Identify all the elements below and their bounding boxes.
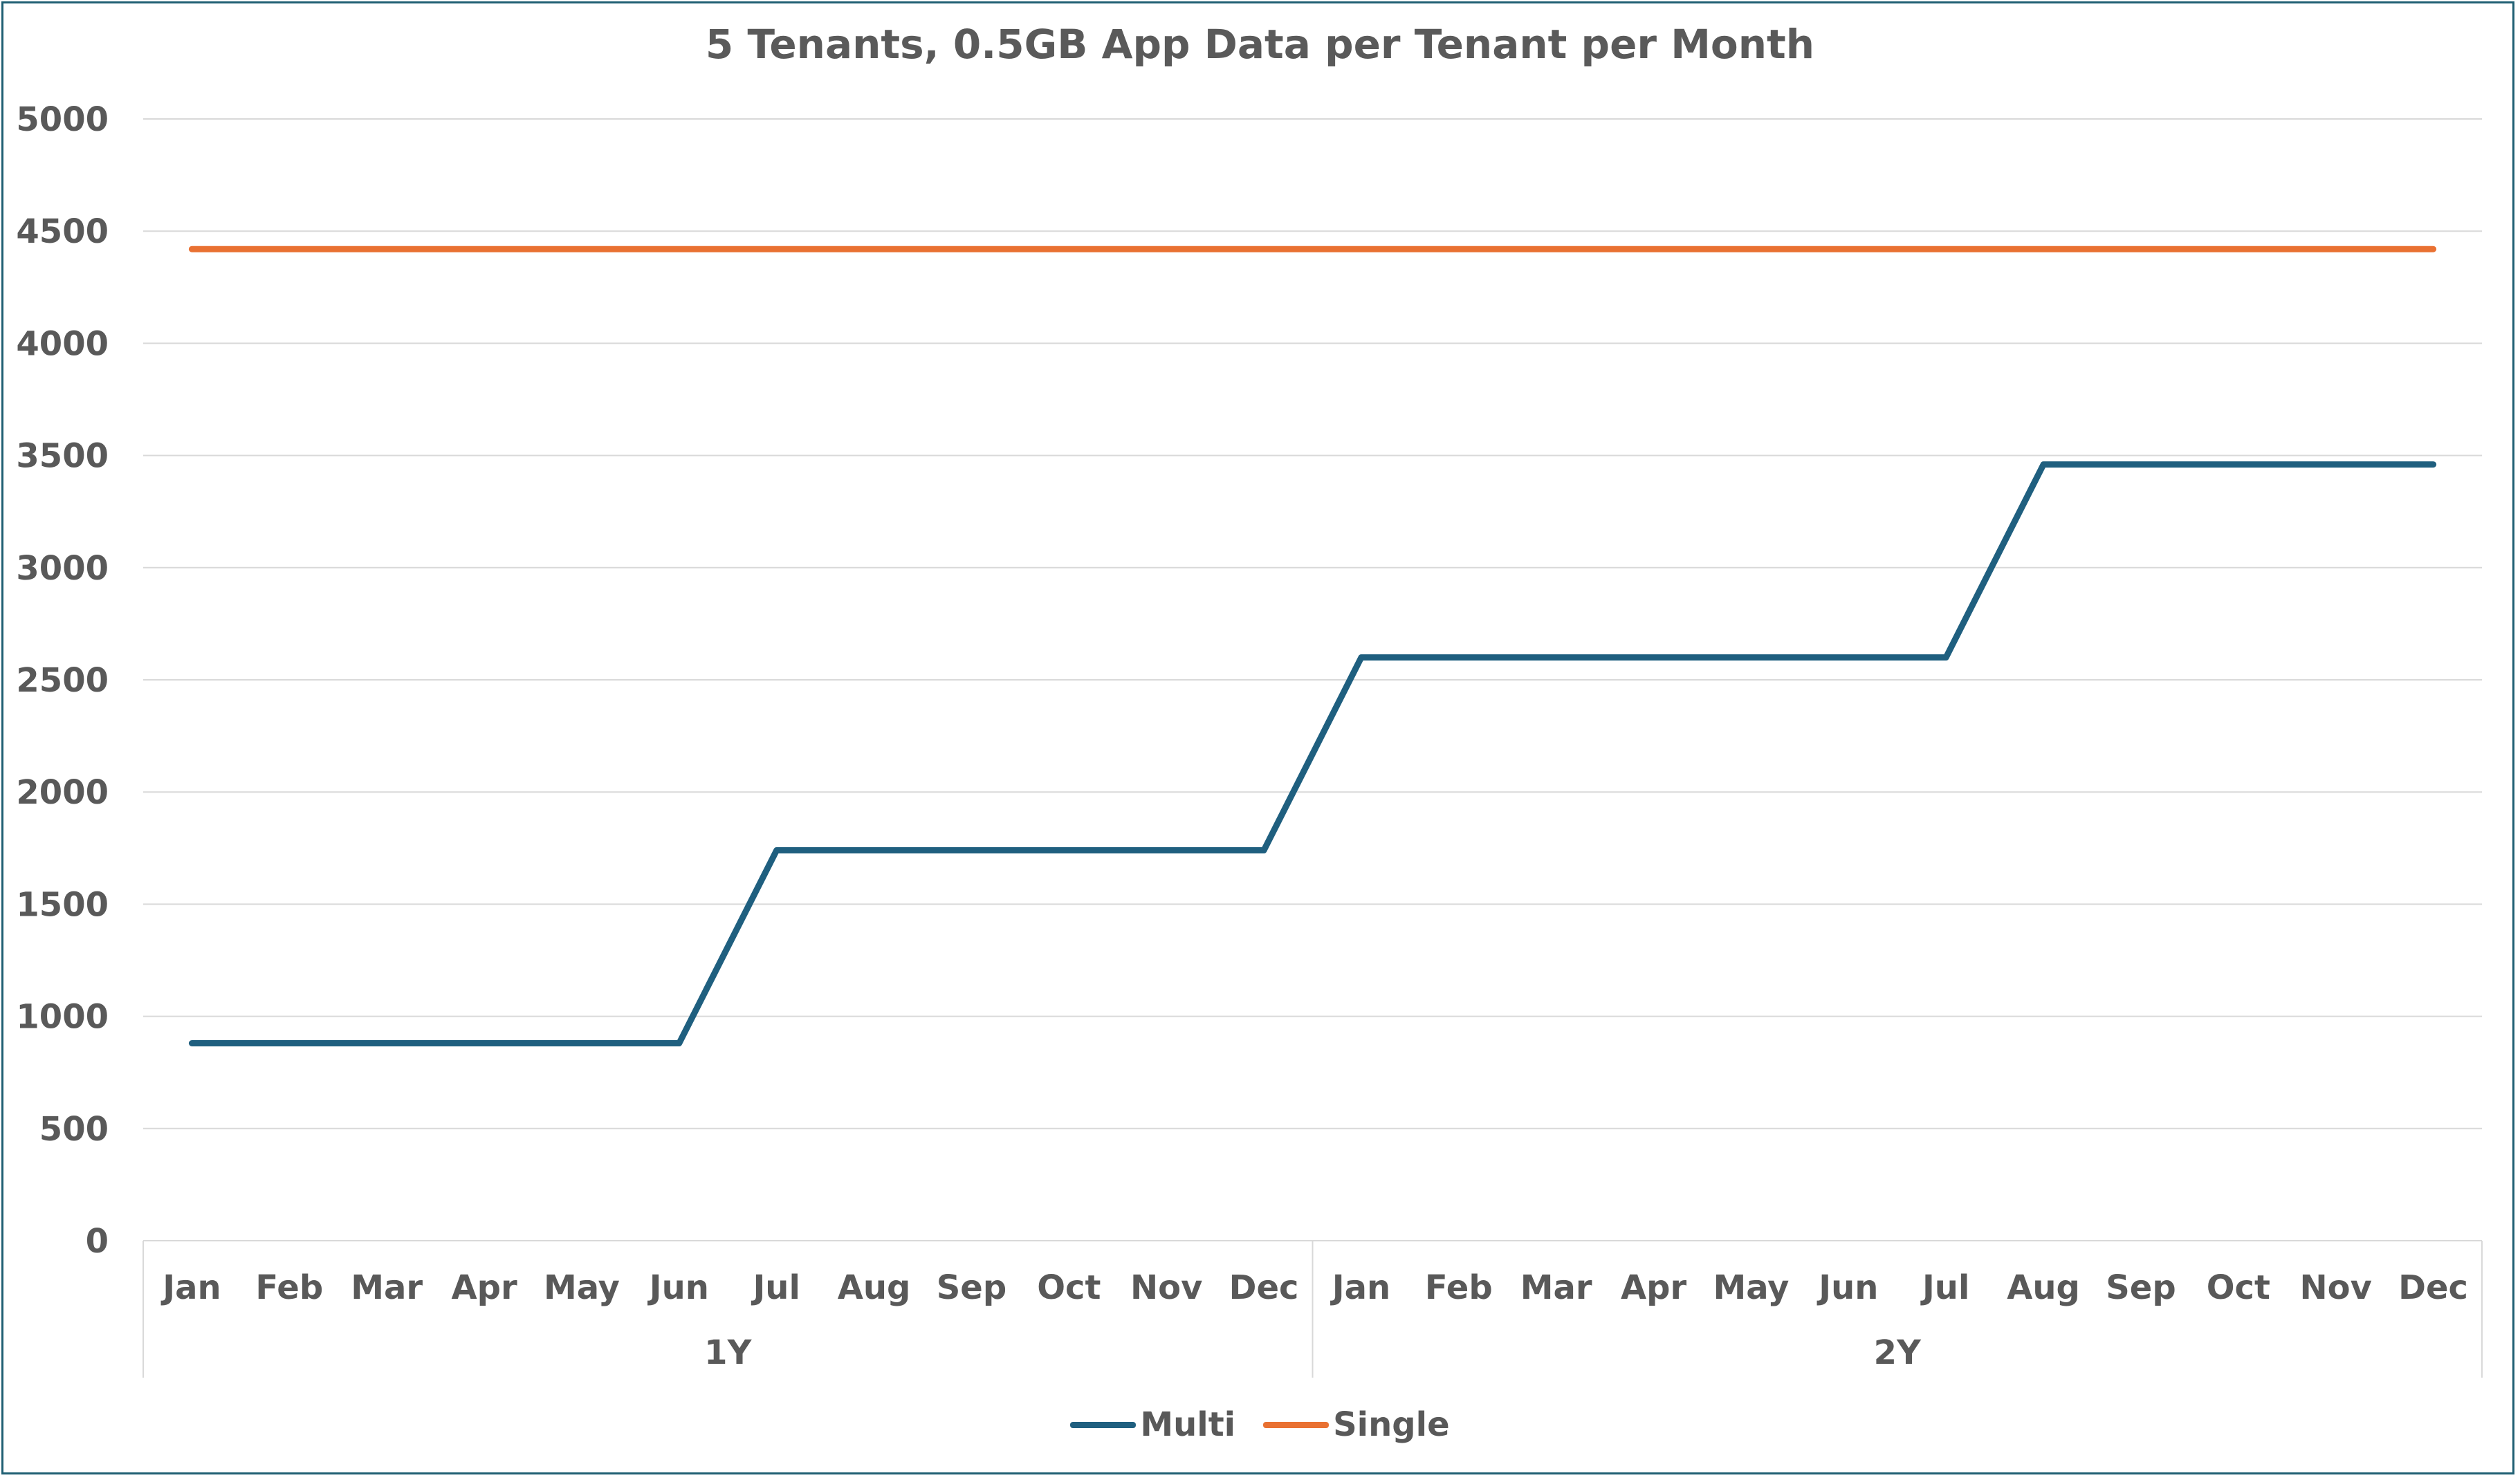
legend-label-multi: Multi: [1140, 1405, 1236, 1444]
x-tick-label: Apr: [1621, 1268, 1687, 1307]
x-tick-label: Apr: [451, 1268, 517, 1307]
x-group-label: 1Y: [704, 1333, 752, 1372]
chart-title: 5 Tenants, 0.5GB App Data per Tenant per…: [705, 21, 1815, 68]
x-tick-label: Dec: [2398, 1268, 2468, 1307]
y-tick-label: 3500: [16, 437, 109, 476]
legend-swatch-single: [1263, 1421, 1330, 1428]
x-tick-label: Sep: [937, 1268, 1006, 1307]
x-tick-label: Sep: [2106, 1268, 2176, 1307]
x-tick-label: Dec: [1229, 1268, 1299, 1307]
x-tick-label: Jul: [1920, 1268, 1969, 1307]
x-tick-label: Oct: [2207, 1268, 2270, 1307]
x-tick-label: Jun: [647, 1268, 709, 1307]
y-tick-label: 1500: [16, 885, 109, 924]
y-tick-label: 1000: [16, 998, 109, 1037]
x-tick-label: May: [544, 1268, 620, 1307]
legend-swatch-multi: [1070, 1421, 1137, 1428]
y-tick-label: 4000: [16, 324, 109, 363]
y-tick-label: 3000: [16, 549, 109, 588]
series-lines: [188, 246, 2437, 1046]
y-tick-label: 4500: [16, 212, 109, 251]
x-tick-label: Aug: [838, 1268, 911, 1307]
x-tick-label: Feb: [1425, 1268, 1493, 1307]
gridlines: [143, 118, 2482, 1129]
x-tick-label: Mar: [1520, 1268, 1592, 1307]
x-group-label: 2Y: [1874, 1333, 1922, 1372]
x-tick-label: Jan: [160, 1268, 221, 1307]
x-tick-label: Mar: [351, 1268, 423, 1307]
y-axis-ticks: 0 500 1000 1500 2000 2500 3000 3500 4000 4500 5000: [16, 100, 109, 1261]
legend-label-single: Single: [1333, 1405, 1450, 1444]
y-tick-label: 500: [39, 1110, 109, 1149]
legend-item-multi: Multi: [1070, 1405, 1235, 1444]
x-tick-label: Nov: [2299, 1268, 2371, 1307]
x-tick-label: May: [1713, 1268, 1789, 1307]
x-tick-label: Jan: [1330, 1268, 1390, 1307]
x-tick-label: Jun: [1817, 1268, 1878, 1307]
x-tick-label: Aug: [2007, 1268, 2080, 1307]
series-line-multi: [188, 461, 2437, 1046]
x-axis: Jan Feb Mar Apr May Jun Jul Aug Sep Oct Nov Dec Jan F…: [142, 1240, 2483, 1378]
x-tick-label: Nov: [1130, 1268, 1202, 1307]
y-tick-label: 5000: [16, 100, 109, 139]
y-tick-label: 2500: [16, 661, 109, 700]
x-tick-label: Oct: [1037, 1268, 1101, 1307]
x-tick-label: Jul: [751, 1268, 800, 1307]
x-tick-label: Feb: [255, 1268, 323, 1307]
y-tick-label: 2000: [16, 773, 109, 812]
legend-item-single: Single: [1263, 1405, 1450, 1444]
y-tick-label: 0: [86, 1222, 109, 1261]
legend: Multi Single: [0, 1400, 2520, 1449]
